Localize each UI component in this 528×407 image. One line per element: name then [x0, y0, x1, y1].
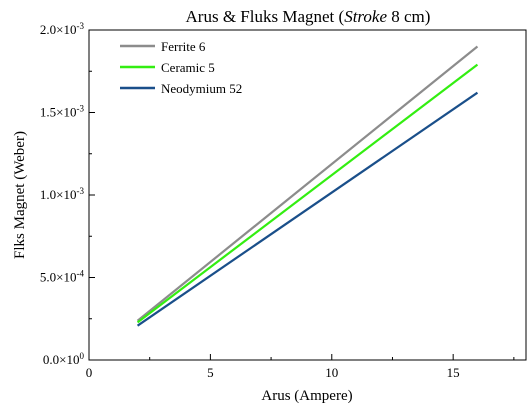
series-line [136, 91, 479, 327]
legend-label: Ceramic 5 [161, 60, 215, 75]
x-tick-label: 15 [447, 365, 460, 380]
plot-area: 0 5 10 15 0.0×100 5.0×10-4 1.0×10-3 1.5×10-3 2.… [40, 21, 527, 380]
x-axis-label: Arus (Ampere) [261, 388, 352, 404]
chart-title-suffix: 8 cm) [387, 7, 430, 26]
x-tick-label: 10 [325, 365, 338, 380]
series-lines [136, 45, 479, 327]
series-line [136, 45, 479, 322]
legend-label: Neodymium 52 [161, 81, 242, 96]
legend: Ferrite 6 Ceramic 5 Neodymium 52 [120, 39, 242, 96]
y-tick-label: 0.0×100 [43, 351, 85, 367]
y-axis-ticks: 0.0×100 5.0×10-4 1.0×10-3 1.5×10-3 2.0×10-3 [40, 21, 95, 367]
x-tick-label: 5 [207, 365, 214, 380]
chart-title-prefix: Arus & Fluks Magnet ( [186, 7, 345, 26]
y-tick-label: 1.5×10-3 [40, 104, 85, 120]
chart-title: Arus & Fluks Magnet (Stroke 8 cm) [186, 7, 431, 26]
chart-title-italic: Stroke [344, 7, 387, 26]
y-tick-label: 5.0×10-4 [40, 269, 85, 285]
legend-label: Ferrite 6 [161, 39, 206, 54]
y-axis-label: Flks Magnet (Weber) [12, 131, 28, 259]
x-axis-ticks: 0 5 10 15 [86, 354, 515, 380]
y-tick-label: 1.0×10-3 [40, 186, 85, 202]
y-tick-label: 2.0×10-3 [40, 21, 85, 37]
x-tick-label: 0 [86, 365, 93, 380]
series-line [136, 63, 479, 324]
